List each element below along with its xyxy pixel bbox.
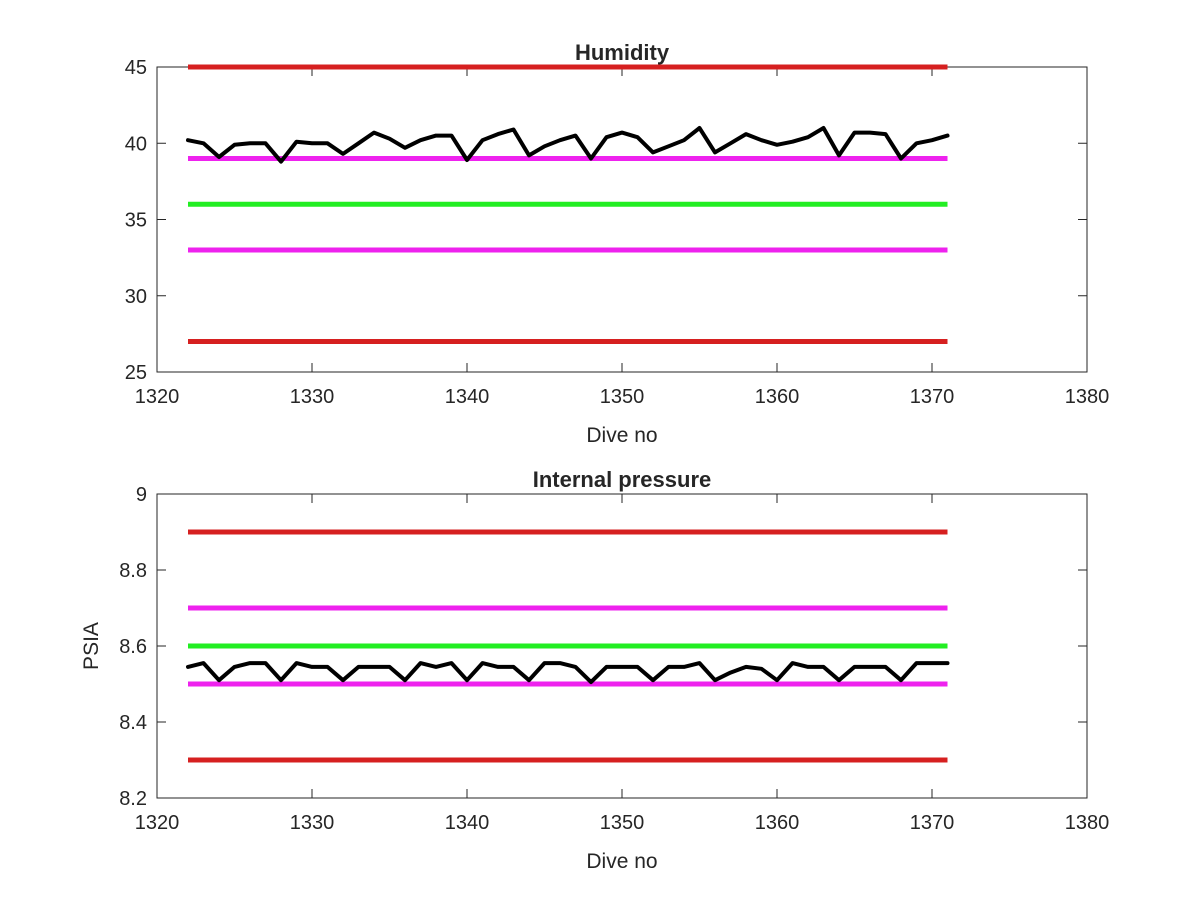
x-tick-label: 1360 [755,812,800,834]
y-tick-label: 30 [125,286,147,308]
x-tick-label: 1380 [1065,812,1110,834]
x-tick-label: 1330 [290,386,335,408]
x-axis-label: Dive no [586,424,657,447]
x-tick-label: 1340 [445,386,490,408]
data-series-line [186,661,950,685]
chart-title: Internal pressure [533,467,712,492]
x-tick-label: 1370 [910,386,955,408]
x-tick-label: 1360 [755,386,800,408]
y-tick-label: 8.2 [119,788,147,810]
x-tick-label: 1350 [600,812,645,834]
subplot-1: 1320 1330 1340 1350 1360 1370 1380 25 30 35 40 45 Hu… [125,40,1110,447]
y-tick-label: 25 [125,362,147,384]
x-tick-label: 1380 [1065,386,1110,408]
data-series-line [186,126,950,164]
axes-box [156,66,1088,373]
x-tick-label: 1370 [910,812,955,834]
y-tick-label: 45 [125,57,147,79]
x-axis-label: Dive no [586,850,657,873]
subplot-2: 1320 1330 1340 1350 1360 1370 1380 8.2 8.4 8.6 8.8… [80,467,1109,873]
x-tick-label: 1330 [290,812,335,834]
y-tick-label: 9 [136,484,147,506]
x-tick-label: 1320 [135,812,180,834]
x-tick-label: 1340 [445,812,490,834]
x-tick-label: 1320 [135,386,180,408]
x-tick-label: 1350 [600,386,645,408]
y-tick-label: 8.4 [119,712,147,734]
y-tick-label: 35 [125,210,147,232]
y-tick-label: 8.8 [119,560,147,582]
y-tick-label: 40 [125,133,147,155]
chart-title: Humidity [575,40,670,65]
y-tick-label: 8.6 [119,636,147,658]
y-axis-label: PSIA [80,622,103,670]
